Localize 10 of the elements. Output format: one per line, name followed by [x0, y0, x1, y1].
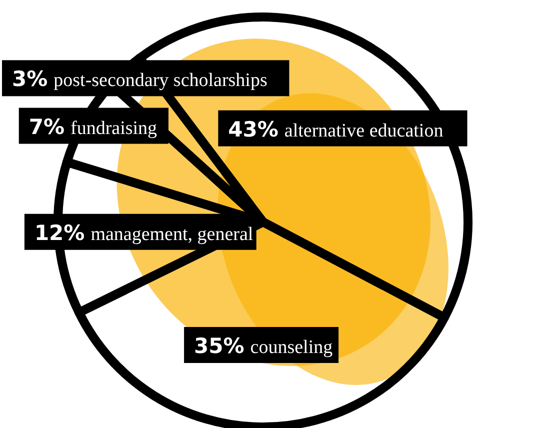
data-label: 35%: [194, 334, 244, 358]
slice-label: fundraising: [70, 118, 158, 139]
slice-label: management, general: [90, 224, 254, 245]
data-label: 43%: [228, 117, 278, 142]
slice-label: alternative education: [284, 120, 444, 142]
data-label: 3%: [12, 67, 48, 92]
data-label: 12%: [34, 220, 85, 245]
data-label: 7%: [28, 114, 65, 139]
slice-label: post-secondary scholarships: [54, 70, 268, 92]
slice-label: counseling: [250, 336, 334, 358]
